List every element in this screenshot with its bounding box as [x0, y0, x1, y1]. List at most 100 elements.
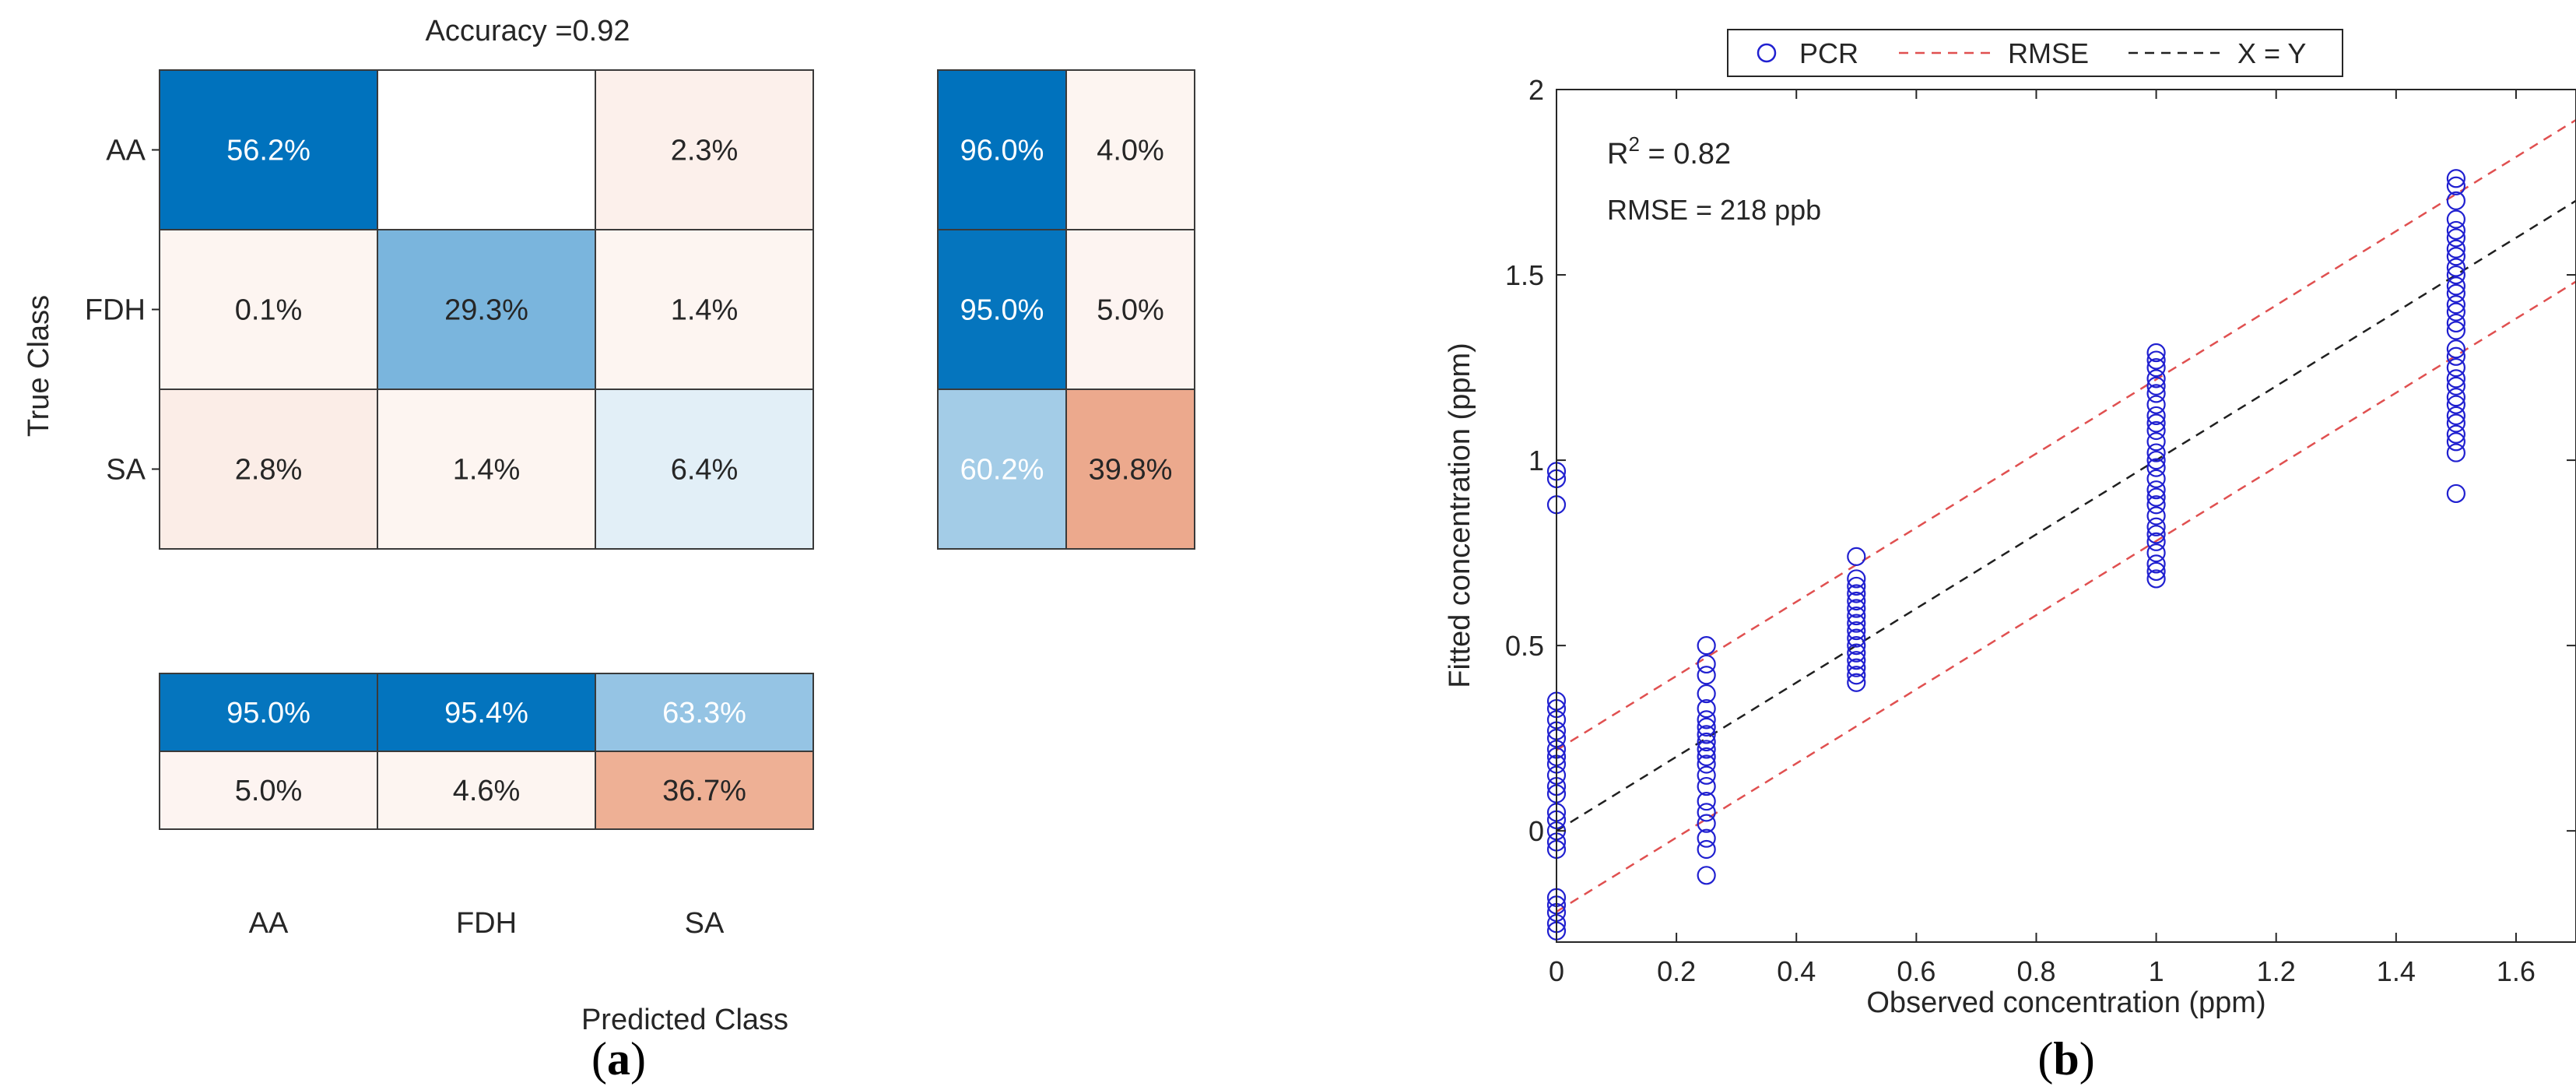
x-tick-label-7: 1.4	[2377, 955, 2416, 987]
pcr-point-3-6	[2146, 395, 2166, 414]
pcr-point-4-7	[2446, 247, 2465, 266]
pcr-point-2-12	[1847, 651, 1866, 670]
cm-ylabel: True Class	[23, 295, 55, 437]
x-tick-label-4: 0.8	[2016, 955, 2055, 987]
cm-row-summary-r0-wrong-label: 4.0%	[1097, 135, 1164, 167]
pcr-point-2-10	[1847, 636, 1866, 656]
legend-label-pcr: PCR	[1799, 37, 1858, 69]
legend-marker-pcr	[1757, 43, 1777, 63]
cm-col-summary-c0-wrong	[159, 751, 378, 830]
cm-xlabel: Predicted Class	[581, 1004, 788, 1036]
cm-cell-r2-c0	[159, 389, 378, 550]
pcr-point-4-12	[2446, 295, 2465, 315]
legend-label-rmse: RMSE	[2008, 37, 2089, 69]
pcr-point-4-6	[2446, 239, 2465, 258]
cm-row-summary-r0-correct-label: 96.0%	[960, 135, 1044, 167]
cm-col-summary-c1-correct-label: 95.4%	[444, 697, 528, 730]
rmse-lower-line	[1556, 280, 2576, 913]
cm-main-grid: 56.2% 2.3% 0.1% 29.3% 1.4% 2.8% 1.4% 6.4%	[159, 69, 814, 550]
pcr-point-3-18	[2146, 506, 2166, 526]
pcr-point-1-14	[1697, 791, 1716, 811]
cm-cell-r2-c1	[377, 389, 596, 550]
pcr-point-3-25	[2146, 569, 2166, 589]
legend: PCR RMSE X = Y	[1727, 29, 2343, 77]
pcr-point-1-6	[1697, 717, 1716, 737]
pcr-point-1-3	[1697, 684, 1716, 704]
cm-cell-r1-c2	[595, 229, 814, 390]
x-tick-label-8: 1.6	[2497, 955, 2536, 987]
pcr-point-4-2	[2446, 191, 2465, 210]
pcr-point-4-9	[2446, 265, 2465, 285]
pcr-point-1-16	[1697, 814, 1716, 833]
y-tick-label-2: 1	[1528, 445, 1544, 476]
cm-cell-r2-c2	[595, 389, 814, 550]
pcr-point-4-10	[2446, 276, 2465, 296]
pcr-point-2-11	[1847, 643, 1866, 663]
cm-title: Accuracy =0.92	[426, 15, 630, 47]
cm-cell-r0-c0	[159, 69, 378, 230]
cm-col-summary-c2-wrong	[595, 751, 814, 830]
cm-col-label-2: SA	[685, 907, 725, 940]
pcr-point-4-27	[2446, 443, 2465, 462]
legend-label-xy: X = Y	[2237, 37, 2306, 69]
cm-col-label-0: AA	[249, 907, 289, 940]
rmse-upper-line	[1556, 118, 2576, 751]
pcr-point-1-13	[1697, 776, 1716, 796]
cm-row-summary-r2-wrong	[1065, 389, 1195, 550]
cm-row-summary-r2-correct	[937, 389, 1067, 550]
pcr-point-2-1	[1847, 569, 1866, 589]
pcr-point-1-17	[1697, 828, 1716, 848]
pcr-point-3-12	[2146, 450, 2166, 470]
cm-col-label-1: FDH	[456, 907, 517, 940]
cm-cell-r1-c0	[159, 229, 378, 390]
cm-row-label-1: FDH	[85, 294, 146, 327]
pcr-point-3-13	[2146, 458, 2166, 477]
sc-xlabel: Observed concentration (ppm)	[1866, 986, 2265, 1019]
cm-cell-r1-c1	[377, 229, 596, 390]
pcr-point-3-14	[2146, 469, 2166, 488]
pcr-point-3-23	[2146, 554, 2166, 574]
cm-row-summary-r2-correct-label: 60.2%	[960, 454, 1044, 487]
pcr-point-3-8	[2146, 413, 2166, 433]
cm-cell-r2-c2-label: 6.4%	[671, 454, 739, 487]
pcr-point-3-16	[2146, 487, 2166, 507]
pcr-point-2-9	[1847, 628, 1866, 648]
cm-col-summary-c1-correct	[377, 673, 596, 752]
pcr-point-4-1	[2446, 176, 2465, 195]
pcr-point-1-0	[1697, 636, 1716, 656]
pcr-point-4-28	[2446, 483, 2465, 504]
pcr-point-4-26	[2446, 432, 2465, 452]
x-tick-label-3: 0.6	[1897, 955, 1936, 987]
pcr-point-3-7	[2146, 406, 2166, 426]
pcr-point-4-22	[2446, 395, 2465, 414]
cm-row-summary-r0-wrong	[1065, 69, 1195, 230]
cm-col-summary-c1-wrong	[377, 751, 596, 830]
cm-cell-r2-c0-label: 2.8%	[235, 454, 303, 487]
cm-row-summary-r1-wrong-label: 5.0%	[1097, 294, 1164, 327]
legend-box	[1727, 29, 2343, 77]
pcr-point-4-13	[2446, 302, 2465, 322]
cm-row-labels: AA FDH SA	[85, 135, 160, 487]
cm-row-summary-r1-correct-label: 95.0%	[960, 294, 1044, 327]
pcr-point-4-21	[2446, 388, 2465, 407]
pcr-point-3-10	[2146, 432, 2166, 452]
pcr-point-3-3	[2146, 369, 2166, 389]
pcr-point-2-14	[1847, 666, 1866, 685]
pcr-point-4-25	[2446, 424, 2465, 444]
pcr-point-1-10	[1697, 747, 1716, 767]
pcr-point-4-23	[2446, 406, 2465, 426]
pcr-point-3-2	[2146, 357, 2166, 378]
pcr-point-3-5	[2146, 384, 2166, 403]
pcr-point-2-0	[1847, 547, 1866, 566]
scatter-panel: 0 0.2 0.4 0.6 0.8 1 1.2 1.4 1.6 0 0.5 1 1.5 2 Observ…	[1444, 29, 2576, 1085]
pcr-point-2-3	[1847, 584, 1866, 603]
cm-col-summary-c0-correct-label: 95.0%	[226, 697, 311, 730]
y-tick-label-0: 0	[1528, 815, 1544, 847]
pcr-point-4-5	[2446, 228, 2465, 248]
pcr-point-3-20	[2146, 525, 2166, 544]
x-tick-label-6: 1.2	[2257, 955, 2296, 987]
pcr-point-2-8	[1847, 621, 1866, 641]
pcr-point-1-11	[1697, 754, 1716, 774]
cm-col-summary-c1-wrong-label: 4.6%	[453, 775, 521, 807]
